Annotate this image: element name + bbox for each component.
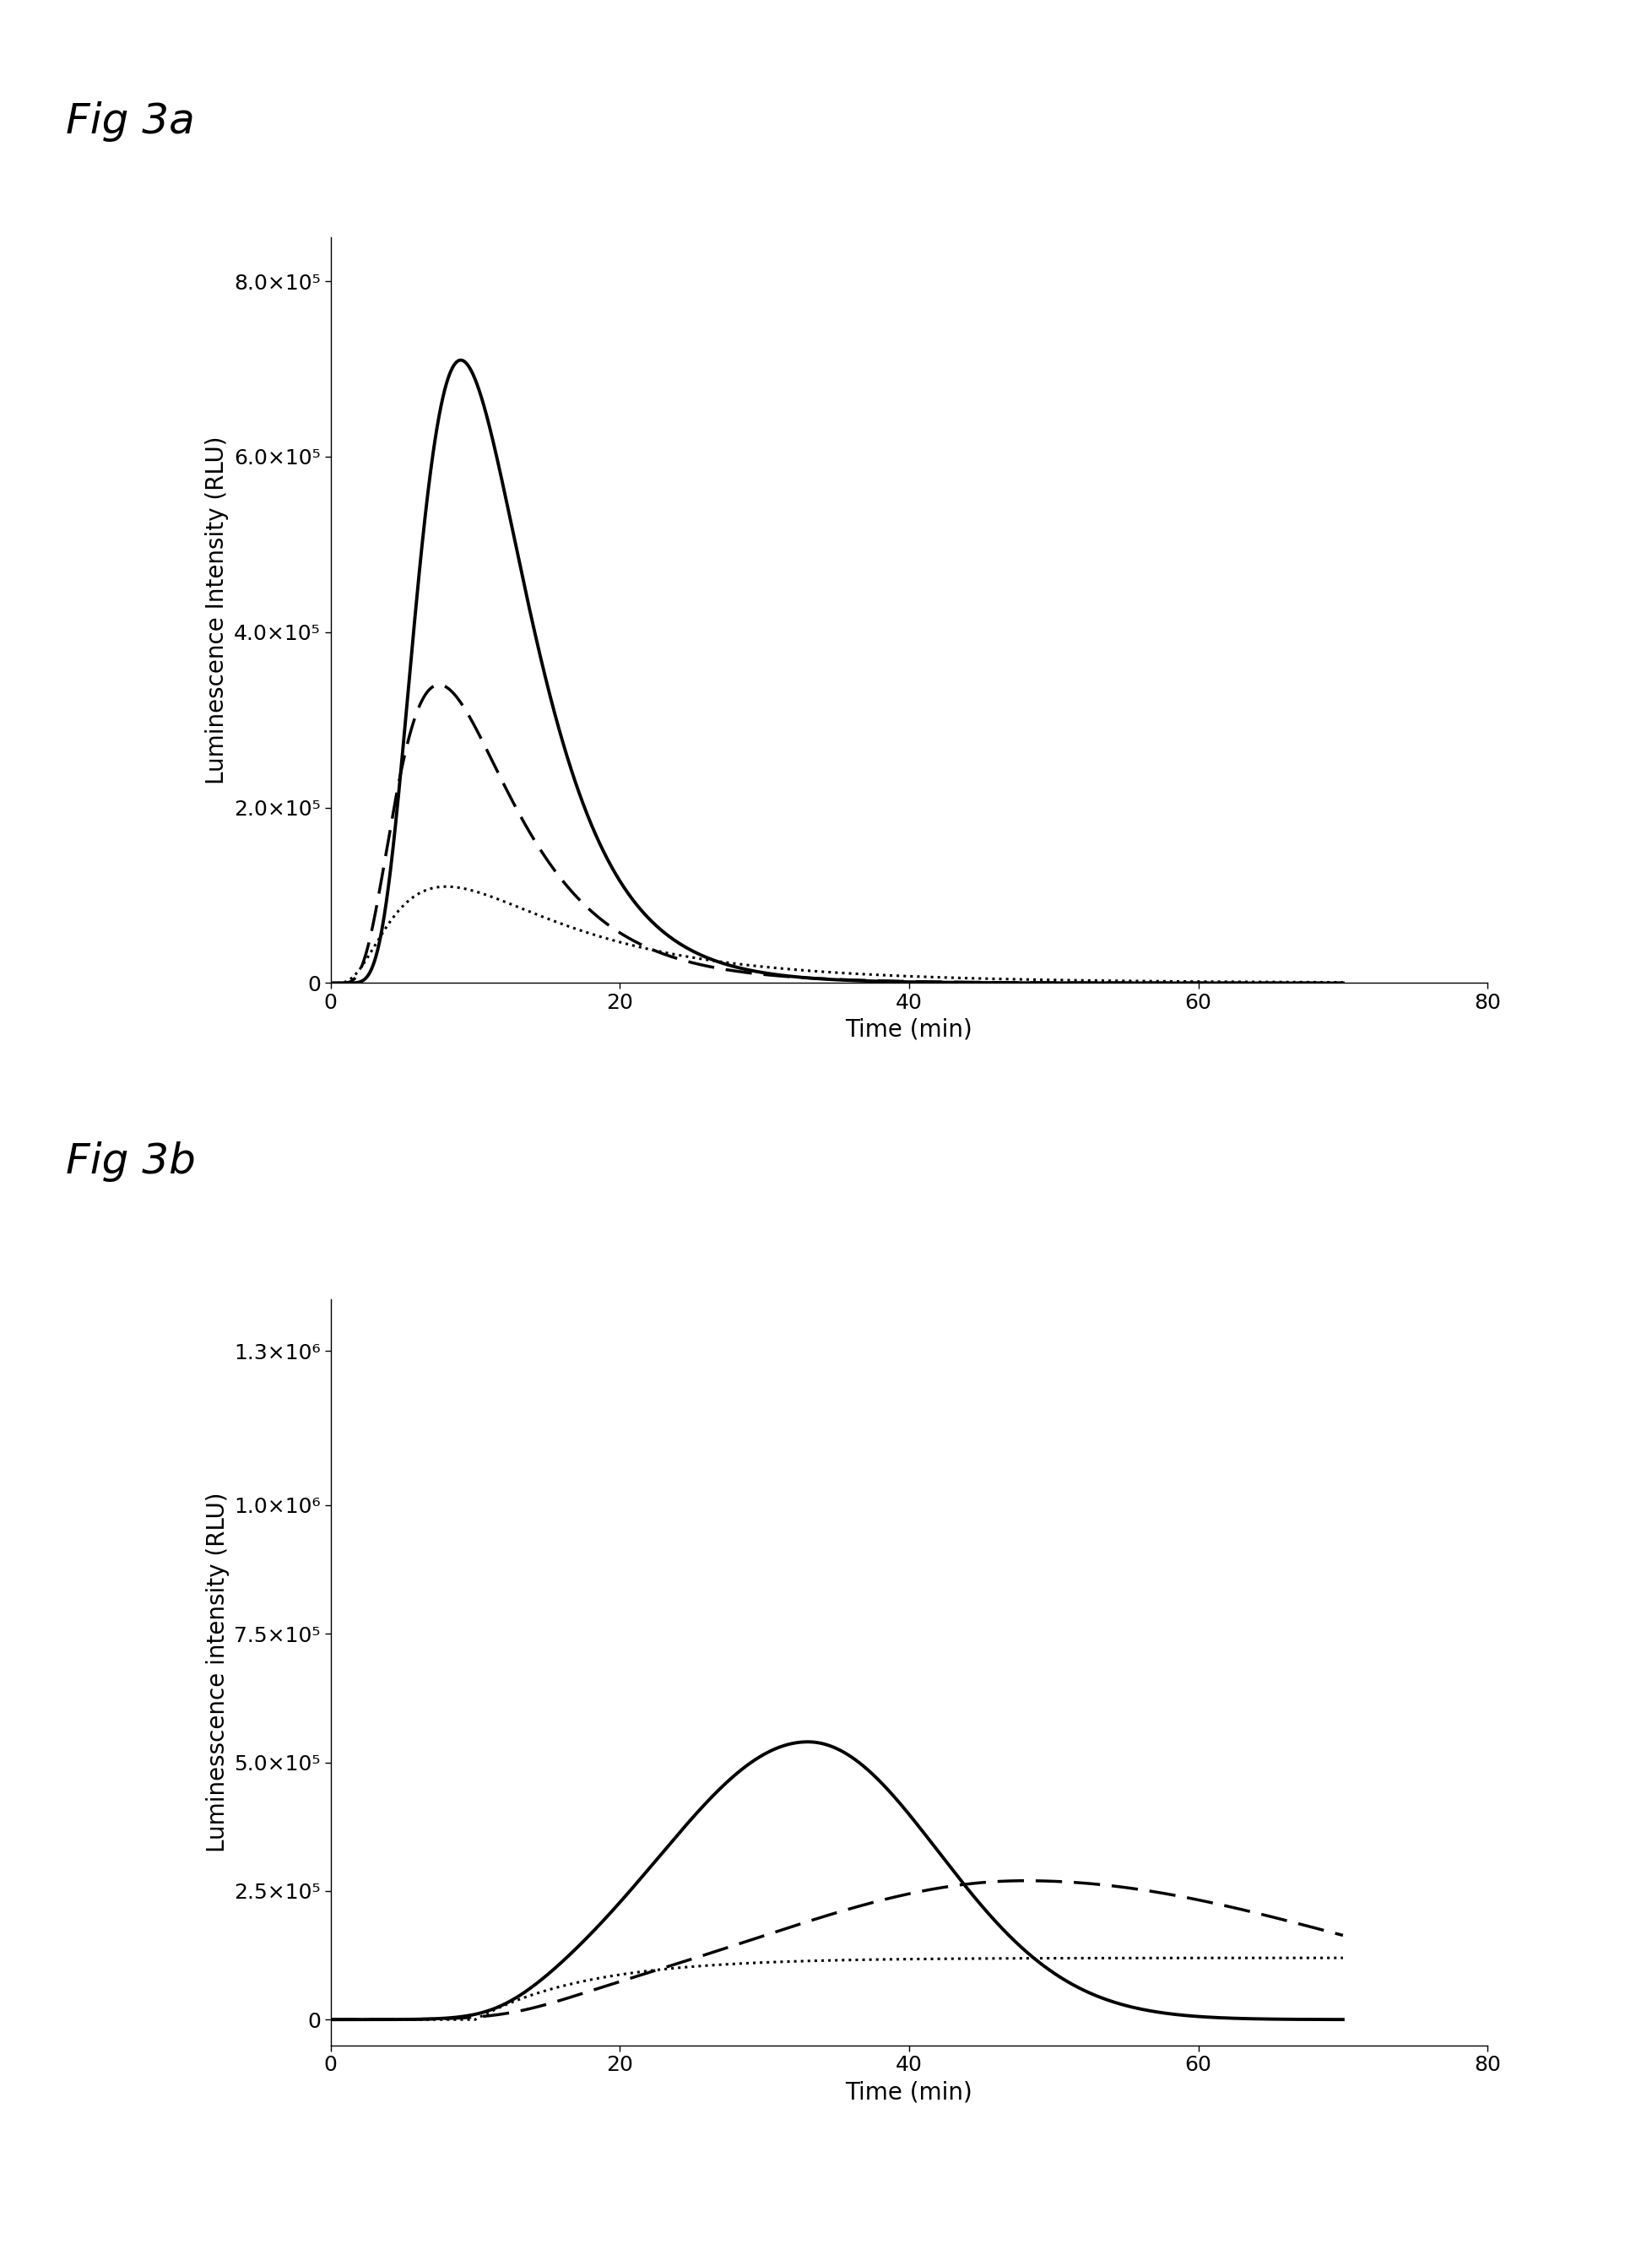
Text: Fig 3b: Fig 3b [66, 1141, 197, 1182]
X-axis label: Time (min): Time (min) [846, 1017, 971, 1042]
Y-axis label: Luminescence Intensity (RLU): Luminescence Intensity (RLU) [205, 436, 230, 784]
Y-axis label: Luminesscence intensity (RLU): Luminesscence intensity (RLU) [205, 1492, 230, 1853]
X-axis label: Time (min): Time (min) [846, 2079, 971, 2104]
Text: Fig 3a: Fig 3a [66, 102, 195, 142]
